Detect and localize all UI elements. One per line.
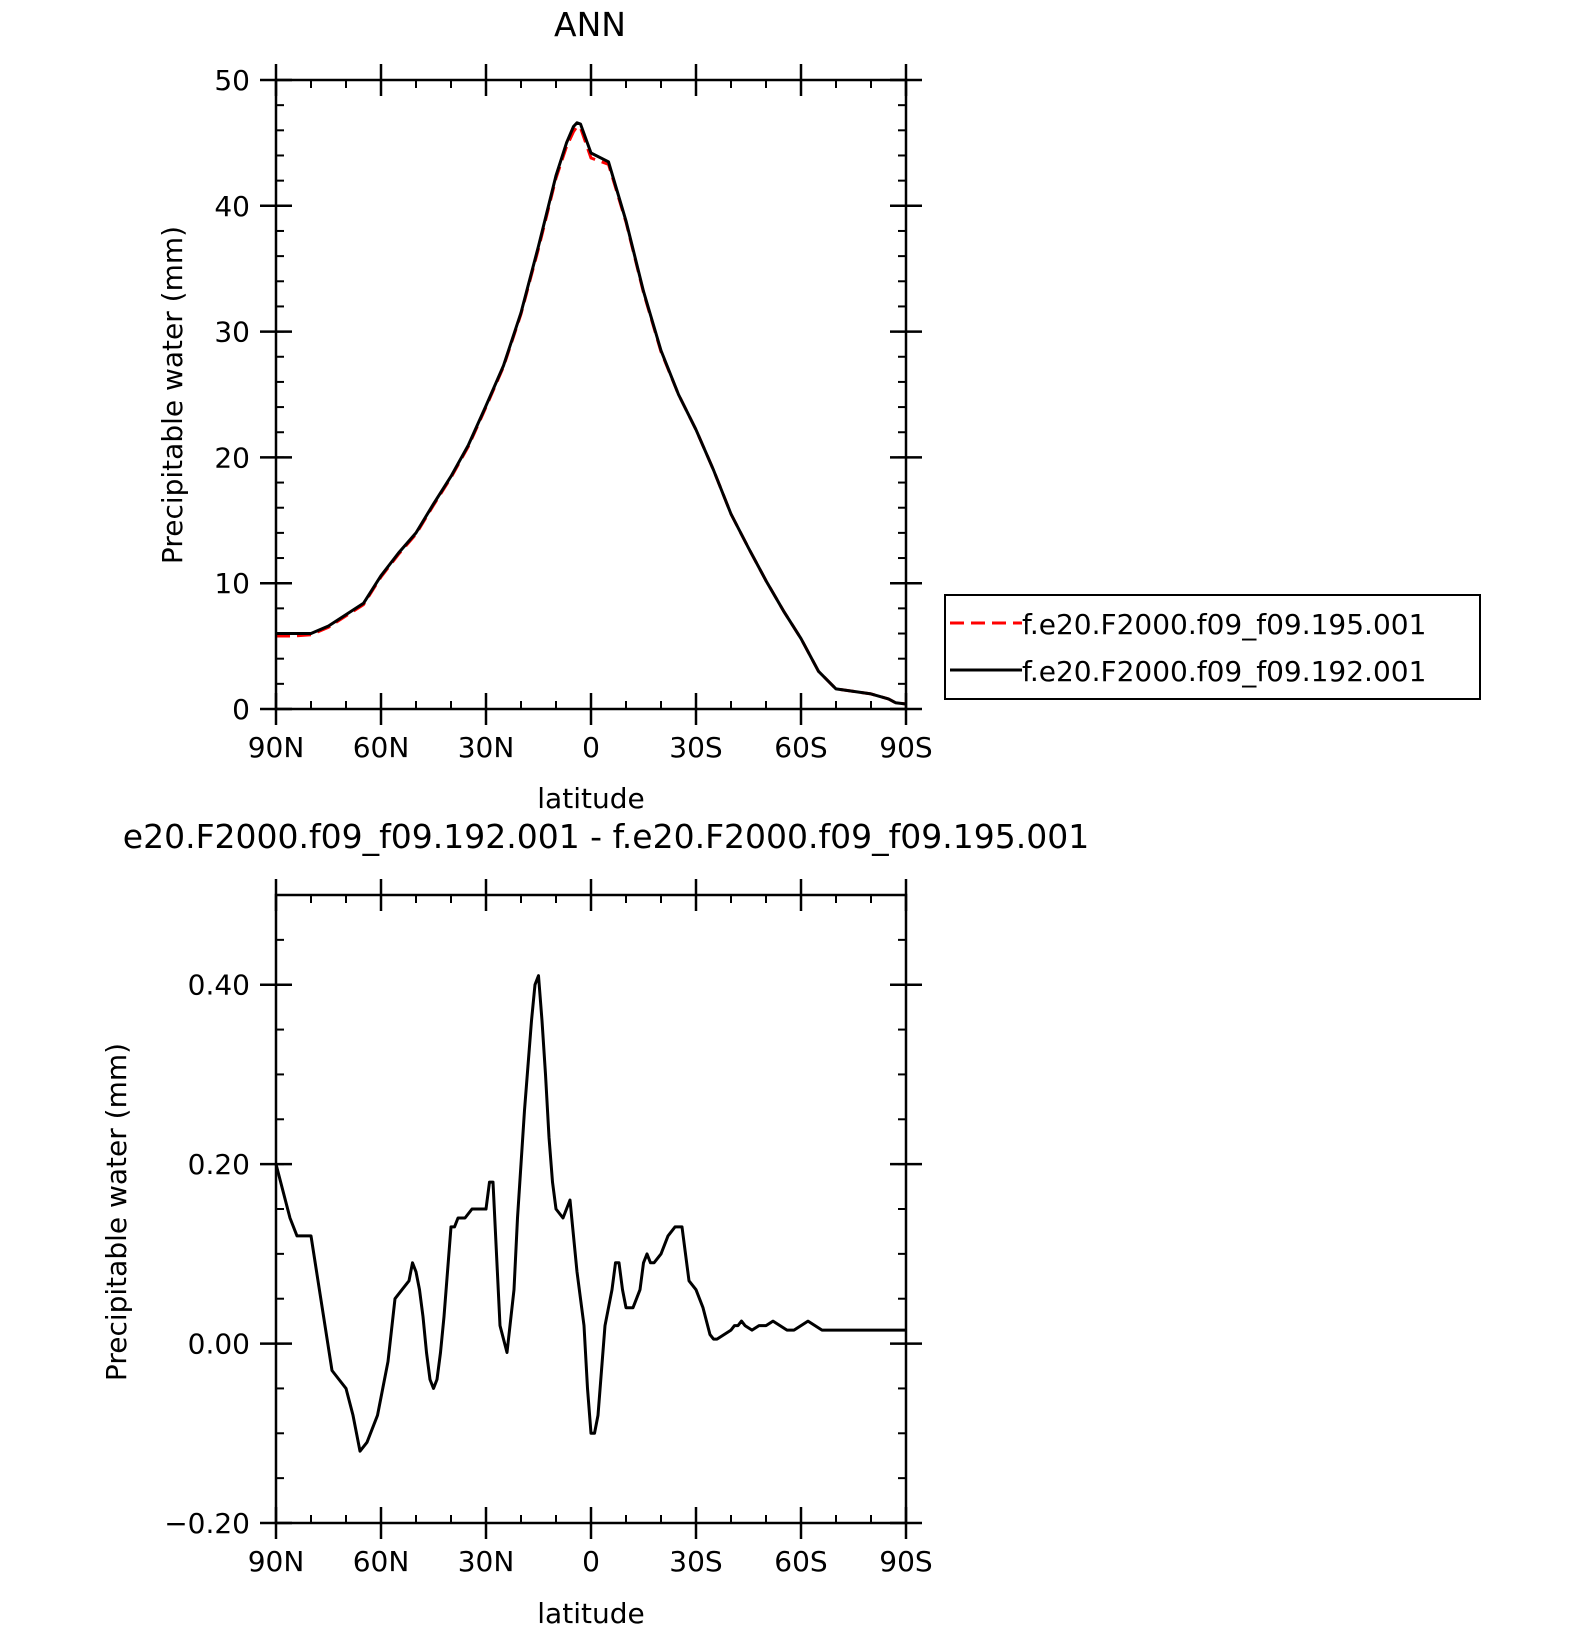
x-tick-label: 60S	[774, 1545, 827, 1578]
top-chart-y-axis-label: Precipitable water (mm)	[156, 226, 189, 564]
x-tick-label: 90N	[248, 731, 305, 764]
x-tick-label: 0	[582, 1545, 600, 1578]
x-tick-label: 30N	[458, 1545, 515, 1578]
x-tick-label: 60N	[353, 1545, 410, 1578]
x-tick-label: 60S	[774, 731, 827, 764]
bottom-chart-series	[274, 974, 906, 1453]
top-chart-ticks	[260, 64, 922, 725]
y-tick-label: 20	[214, 441, 250, 474]
x-tick-label: 90N	[248, 1545, 305, 1578]
y-tick-label: 50	[214, 64, 250, 97]
bottom-chart-tick-labels: −0.20 0.00 0.20 0.40 90N 60N 30N 0 30S 60S 90S	[164, 969, 933, 1578]
series-line-f.e20.F2000.f09_f09.195.001	[276, 125, 907, 706]
top-chart: ANN 0 10 20 30 40 50 90N 60N 30N 0 30S 60S 90S latit…	[156, 5, 1481, 815]
top-chart-legend: f.e20.F2000.f09_f09.195.001 f.e20.F2000.…	[944, 594, 1481, 700]
series-line-f.e20.F2000.f09_f09.192.001	[276, 121, 907, 706]
y-tick-label: 40	[214, 190, 250, 223]
y-tick-label: 30	[214, 316, 250, 349]
bottom-chart-frame	[274, 893, 908, 1525]
top-chart-frame	[274, 78, 908, 711]
y-tick-label: 0.20	[188, 1148, 250, 1181]
legend-box	[944, 594, 1481, 700]
series-line-difference	[274, 974, 906, 1453]
y-tick-label: 0	[232, 693, 250, 726]
y-tick-label: 10	[214, 567, 250, 600]
top-chart-title: ANN	[554, 5, 626, 44]
top-chart-tick-labels: 0 10 20 30 40 50 90N 60N 30N 0 30S 60S 90S	[214, 64, 932, 764]
top-chart-series	[276, 121, 907, 706]
bottom-chart-title: e20.F2000.f09_f09.192.001 - f.e20.F2000.…	[123, 817, 1089, 856]
bottom-chart-y-axis-label: Precipitable water (mm)	[100, 1043, 133, 1381]
y-tick-label: 0.00	[188, 1328, 250, 1361]
x-tick-label: 30S	[669, 1545, 722, 1578]
x-tick-label: 90S	[879, 731, 932, 764]
x-tick-label: 30S	[669, 731, 722, 764]
top-chart-x-axis-label: latitude	[537, 782, 644, 815]
bottom-chart-x-axis-label: latitude	[537, 1597, 644, 1630]
legend-label-195: f.e20.F2000.f09_f09.195.001	[1022, 608, 1426, 641]
x-tick-label: 30N	[458, 731, 515, 764]
y-tick-label: 0.40	[188, 969, 250, 1002]
x-tick-label: 0	[582, 731, 600, 764]
x-tick-label: 90S	[879, 1545, 932, 1578]
bottom-chart: e20.F2000.f09_f09.192.001 - f.e20.F2000.…	[100, 817, 1089, 1630]
legend-label-192: f.e20.F2000.f09_f09.192.001	[1022, 655, 1426, 688]
y-tick-label: −0.20	[164, 1507, 250, 1540]
x-tick-label: 60N	[353, 731, 410, 764]
